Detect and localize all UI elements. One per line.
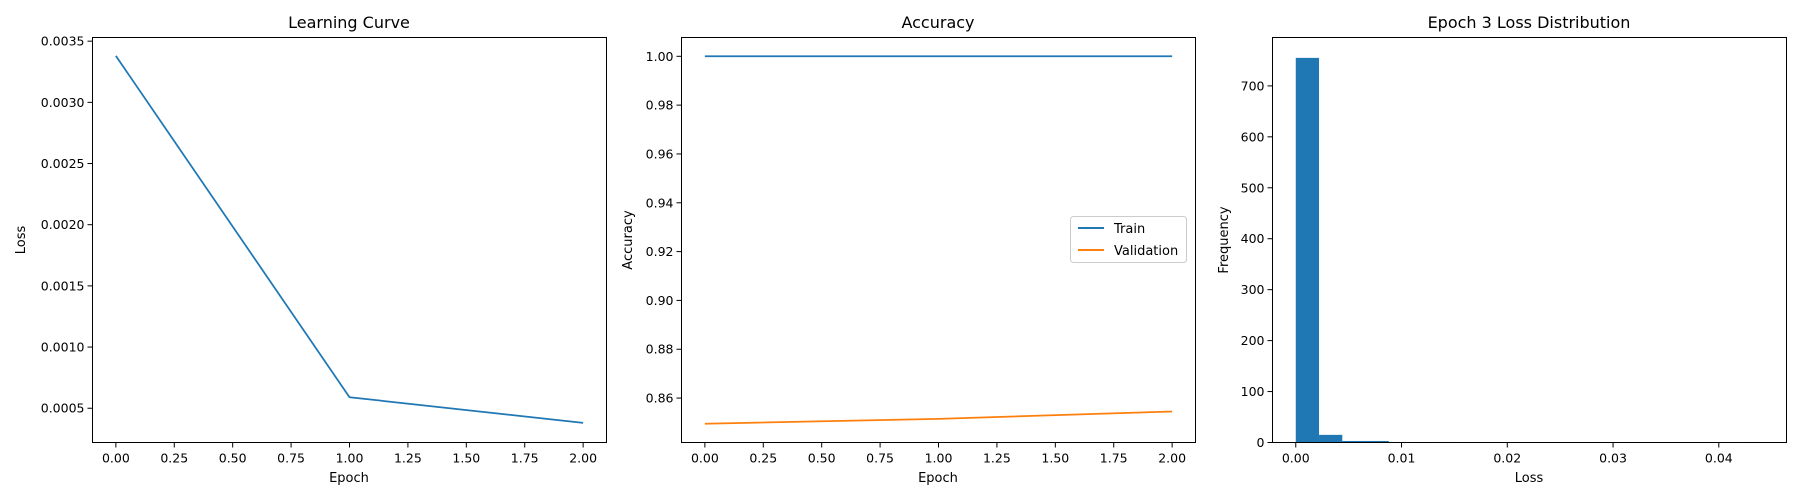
learning-curve-xlabel: Epoch — [329, 471, 369, 486]
accuracy-legend: Train Validation — [1070, 216, 1187, 263]
learning-curve-plot — [115, 55, 584, 424]
learning-curve-axes-frame — [92, 37, 607, 443]
learning-curve-xtick-label: 2.00 — [569, 451, 597, 466]
accuracy-plot — [704, 55, 1173, 425]
learning-curve-title: Learning Curve — [288, 13, 410, 32]
learning-curve-ytick-label: 0.0030 — [41, 95, 85, 110]
legend-label-train: Train — [1113, 222, 1145, 237]
accuracy-ytick-label: 0.96 — [646, 146, 674, 161]
learning-curve-xtick-label: 1.25 — [394, 451, 422, 466]
loss-distribution-xtick-label: 0.01 — [1388, 451, 1416, 466]
accuracy-ytick-label: 0.86 — [646, 391, 674, 406]
accuracy-xtick-label: 2.00 — [1158, 451, 1186, 466]
loss-distribution-y-ticks: 0 100 200 300 400 500 600 700 — [1241, 78, 1273, 450]
histogram-bar — [1295, 57, 1320, 443]
loss-distribution-xtick-label: 0.03 — [1599, 451, 1627, 466]
loss-distribution-xtick-label: 0.02 — [1493, 451, 1521, 466]
accuracy-ytick-label: 0.88 — [646, 342, 674, 357]
loss-distribution-title: Epoch 3 Loss Distribution — [1428, 13, 1631, 32]
accuracy-xtick-label: 0.25 — [749, 451, 777, 466]
loss-distribution-ytick-label: 600 — [1241, 129, 1265, 144]
learning-curve-ytick-label: 0.0005 — [41, 401, 85, 416]
loss-distribution-ytick-label: 100 — [1241, 384, 1265, 399]
histogram-bar — [1365, 440, 1389, 443]
learning-curve-ytick-label: 0.0025 — [41, 156, 85, 171]
accuracy-ytick-label: 1.00 — [646, 49, 674, 64]
learning-curve-ytick-label: 0.0035 — [41, 34, 85, 49]
accuracy-ytick-label: 0.94 — [646, 195, 674, 210]
accuracy-ytick-label: 0.92 — [646, 244, 674, 259]
accuracy-ytick-label: 0.90 — [646, 293, 674, 308]
learning-curve-ytick-label: 0.0015 — [41, 278, 85, 293]
loss-distribution-xlabel: Loss — [1515, 471, 1544, 486]
accuracy-xtick-label: 1.25 — [983, 451, 1011, 466]
accuracy-xtick-label: 1.50 — [1041, 451, 1069, 466]
accuracy-xtick-label: 0.00 — [691, 451, 719, 466]
accuracy-panel: Accuracy 0.00 0.25 0.50 0.75 1.00 1.25 1.50 1.7… — [621, 13, 1196, 486]
learning-curve-xtick-label: 1.75 — [511, 451, 539, 466]
loss-distribution-ytick-label: 0 — [1257, 435, 1265, 450]
accuracy-y-ticks: 0.86 0.88 0.90 0.92 0.94 0.96 0.98 1.00 — [646, 49, 682, 406]
learning-curve-x-ticks: 0.00 0.25 0.50 0.75 1.00 1.25 1.50 1.75 2.00 — [102, 442, 597, 466]
loss-distribution-ytick-label: 700 — [1241, 78, 1265, 93]
loss-series-line — [115, 55, 584, 424]
validation-series-line — [704, 410, 1173, 425]
learning-curve-ylabel: Loss — [14, 226, 29, 255]
loss-distribution-ytick-label: 300 — [1241, 282, 1265, 297]
accuracy-xtick-label: 0.75 — [866, 451, 894, 466]
accuracy-ylabel: Accuracy — [621, 210, 636, 270]
loss-distribution-x-ticks: 0.00 0.01 0.02 0.03 0.04 — [1282, 442, 1733, 466]
learning-curve-panel: Learning Curve 0.00 0.25 0.50 0.75 1.00 1.25 1… — [14, 13, 607, 486]
learning-curve-xtick-label: 0.00 — [102, 451, 130, 466]
loss-distribution-xtick-label: 0.04 — [1705, 451, 1733, 466]
histogram-bar — [1319, 434, 1343, 443]
accuracy-x-ticks: 0.00 0.25 0.50 0.75 1.00 1.25 1.50 1.75 2.00 — [691, 442, 1186, 466]
loss-distribution-ytick-label: 500 — [1241, 180, 1265, 195]
loss-distribution-xtick-label: 0.00 — [1282, 451, 1310, 466]
accuracy-xtick-label: 0.50 — [808, 451, 836, 466]
learning-curve-ytick-label: 0.0010 — [41, 340, 85, 355]
loss-distribution-axes-frame — [1272, 37, 1787, 443]
accuracy-ytick-label: 0.98 — [646, 98, 674, 113]
learning-curve-xtick-label: 1.00 — [336, 451, 364, 466]
legend-label-validation: Validation — [1114, 244, 1178, 259]
loss-distribution-ytick-label: 200 — [1241, 333, 1265, 348]
learning-curve-xtick-label: 0.50 — [219, 451, 247, 466]
loss-distribution-panel: Epoch 3 Loss Distribution 0.00 0.01 0.02 0.… — [1217, 13, 1787, 486]
learning-curve-xtick-label: 0.75 — [277, 451, 305, 466]
histogram-bar — [1342, 440, 1366, 443]
accuracy-title: Accuracy — [901, 13, 974, 32]
loss-distribution-plot — [1295, 57, 1762, 443]
loss-distribution-ytick-label: 400 — [1241, 231, 1265, 246]
accuracy-xlabel: Epoch — [918, 471, 958, 486]
learning-curve-ytick-label: 0.0020 — [41, 217, 85, 232]
learning-curve-y-ticks: 0.0005 0.0010 0.0015 0.0020 0.0025 0.0030 0.00… — [41, 34, 93, 416]
learning-curve-xtick-label: 1.50 — [452, 451, 480, 466]
loss-distribution-ylabel: Frequency — [1217, 206, 1232, 273]
learning-curve-xtick-label: 0.25 — [160, 451, 188, 466]
accuracy-xtick-label: 1.75 — [1100, 451, 1128, 466]
accuracy-xtick-label: 1.00 — [925, 451, 953, 466]
